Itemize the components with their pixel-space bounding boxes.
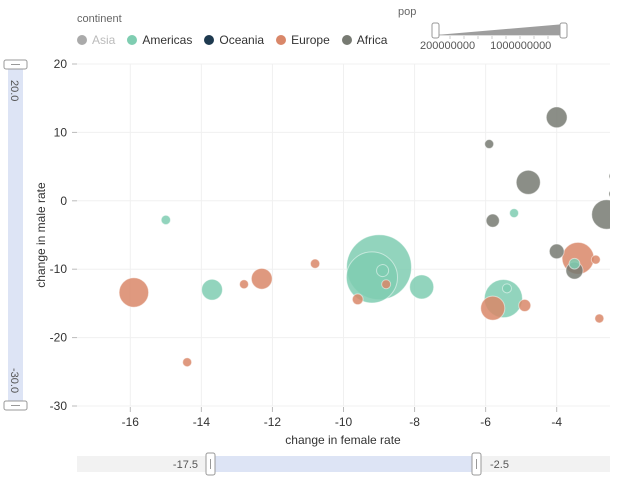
size-legend-tick: 200000000 <box>420 40 476 52</box>
y-tick-label: -10 <box>50 262 68 276</box>
legend-marker <box>127 35 138 45</box>
point-europe[interactable] <box>518 298 532 312</box>
grid <box>77 63 610 407</box>
point-americas[interactable] <box>409 274 435 300</box>
x-range-slider[interactable]: -17.5 -2.5 <box>77 452 612 476</box>
point-europe[interactable] <box>590 254 601 265</box>
x-tick-label: -12 <box>264 415 282 429</box>
legend-item-oceania[interactable]: Oceania <box>204 33 264 47</box>
point-africa[interactable] <box>591 199 622 230</box>
x-slider-min-label: -17.5 <box>173 459 198 471</box>
size-legend-handle-max[interactable] <box>559 22 568 39</box>
x-axis: -16 -14 -12 -10 -8 -6 -4 <box>122 407 562 429</box>
point-europe[interactable] <box>250 267 273 290</box>
point-europe[interactable] <box>381 279 392 290</box>
legend: Asia Americas Oceania Europe Africa <box>77 33 387 47</box>
point-africa[interactable] <box>485 213 500 228</box>
size-legend-tick: 1000000000 <box>490 40 552 52</box>
x-axis-label: change in female rate <box>285 433 401 447</box>
point-africa[interactable] <box>545 106 568 129</box>
x-range-slider-fill <box>210 456 477 472</box>
point-europe[interactable] <box>182 357 193 368</box>
size-legend-wedge <box>436 24 565 35</box>
y-tick-label: -20 <box>50 331 68 345</box>
point-africa[interactable] <box>484 139 495 150</box>
point-europe[interactable] <box>118 277 150 308</box>
legend-item-americas[interactable]: Americas <box>127 33 192 47</box>
size-legend-title: pop <box>398 6 417 18</box>
x-tick-label: -4 <box>551 415 562 429</box>
legend-title: continent <box>77 13 122 25</box>
legend-marker <box>204 35 215 45</box>
point-europe[interactable] <box>351 293 364 306</box>
point-americas[interactable] <box>509 208 520 219</box>
point-africa[interactable] <box>608 189 618 198</box>
y-slider-top-label: 20.0 <box>8 80 20 101</box>
size-legend-bar[interactable] <box>420 20 580 42</box>
point-americas[interactable] <box>201 278 223 301</box>
legend-label: Europe <box>291 33 330 47</box>
legend-marker <box>341 35 352 45</box>
legend-marker <box>276 35 287 45</box>
y-slider-bottom-label: -30.0 <box>8 368 20 393</box>
point-americas[interactable] <box>501 283 512 294</box>
legend-label: Oceania <box>219 33 265 47</box>
point-americas[interactable] <box>376 264 390 278</box>
y-axis-label: change in male rate <box>34 182 48 288</box>
size-legend-ticks: 200000000 1000000000 <box>420 40 563 52</box>
point-europe[interactable] <box>239 279 250 290</box>
point-africa[interactable] <box>548 243 565 260</box>
x-tick-label: -8 <box>409 415 420 429</box>
y-tick-label: 0 <box>60 194 67 208</box>
y-range-slider-fill <box>8 64 23 406</box>
y-range-slider[interactable]: 20.0 -30.0 <box>0 58 34 414</box>
legend-item-africa[interactable]: Africa <box>341 33 388 47</box>
y-axis: 20 10 0 -10 -20 -30 <box>50 57 77 413</box>
x-tick-label: -10 <box>335 415 353 429</box>
points <box>118 106 622 368</box>
point-europe[interactable] <box>594 313 605 324</box>
point-americas[interactable] <box>568 257 581 270</box>
legend-item-asia[interactable]: Asia <box>77 33 115 47</box>
y-tick-label: 20 <box>54 57 68 71</box>
point-africa[interactable] <box>515 169 541 195</box>
legend-item-europe[interactable]: Europe <box>276 33 330 47</box>
y-tick-label: 10 <box>54 125 68 139</box>
legend-label: Africa <box>356 33 388 47</box>
point-americas[interactable] <box>160 214 172 226</box>
x-slider-max-label: -2.5 <box>490 459 509 471</box>
y-tick-label: -30 <box>50 399 68 413</box>
legend-label: Americas <box>142 33 193 47</box>
x-tick-label: -14 <box>193 415 211 429</box>
x-tick-label: -6 <box>480 415 491 429</box>
legend-marker <box>77 35 87 45</box>
legend-label: Asia <box>92 33 116 47</box>
point-europe[interactable] <box>309 258 321 269</box>
point-europe[interactable] <box>480 295 506 321</box>
point-africa[interactable] <box>608 172 618 181</box>
size-legend-handle-min[interactable] <box>431 22 440 39</box>
x-tick-label: -16 <box>122 415 140 429</box>
